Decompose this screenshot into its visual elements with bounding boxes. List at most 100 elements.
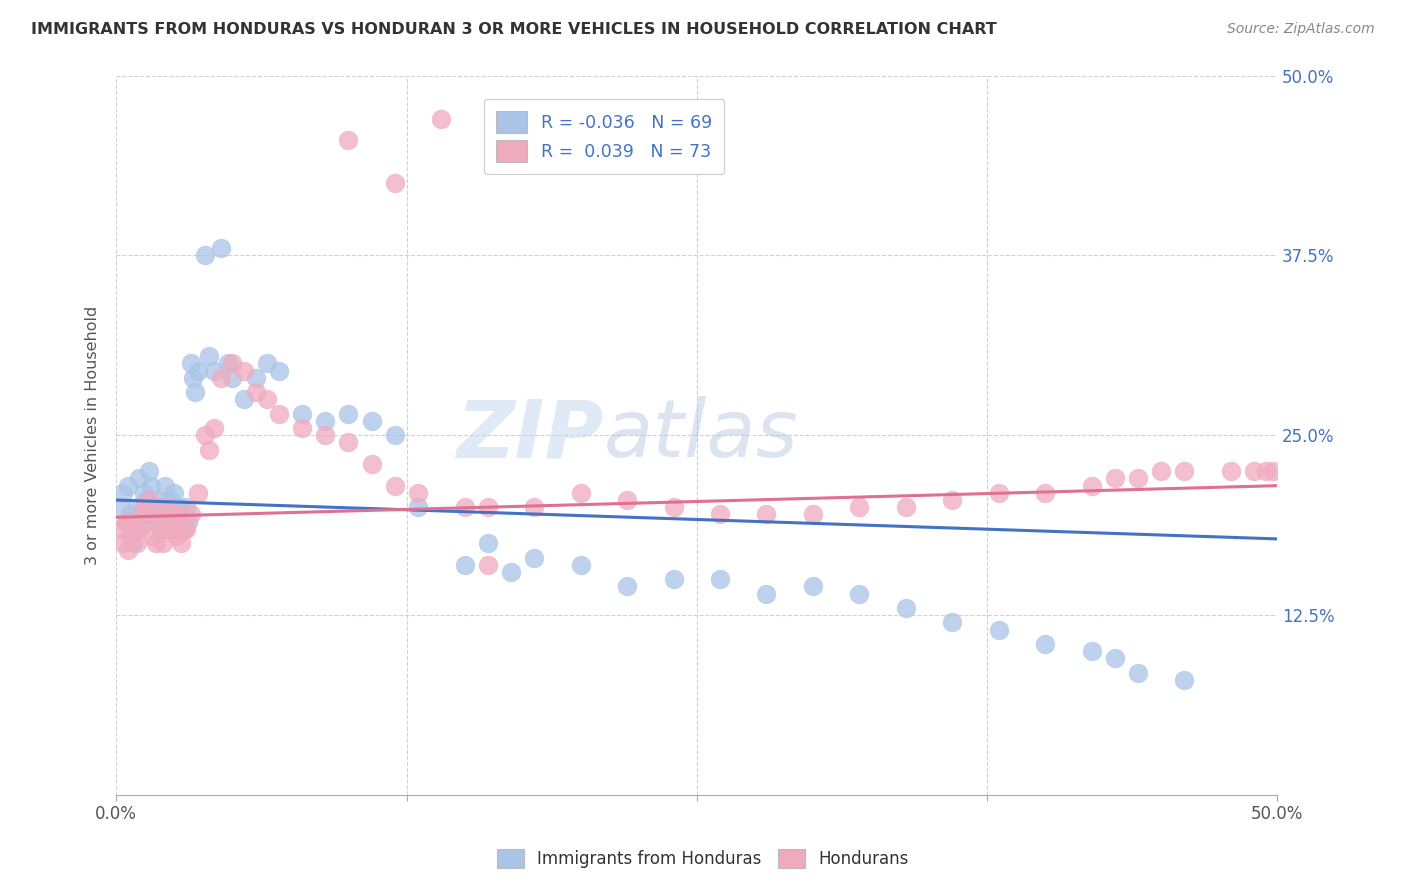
Point — [221, 370, 243, 384]
Point — [360, 457, 382, 471]
Point — [384, 428, 406, 442]
Point — [569, 558, 592, 572]
Point — [384, 177, 406, 191]
Legend: R = -0.036   N = 69, R =  0.039   N = 73: R = -0.036 N = 69, R = 0.039 N = 73 — [484, 99, 724, 175]
Point — [135, 493, 157, 508]
Point — [1173, 464, 1195, 478]
Point — [131, 508, 153, 522]
Point — [233, 363, 256, 377]
Point — [114, 515, 136, 529]
Point — [163, 486, 186, 500]
Point — [139, 508, 162, 522]
Point — [662, 572, 685, 586]
Point — [1150, 464, 1173, 478]
Text: Source: ZipAtlas.com: Source: ZipAtlas.com — [1227, 22, 1375, 37]
Point — [149, 508, 172, 522]
Point — [523, 550, 546, 565]
Point — [848, 586, 870, 600]
Point — [110, 522, 132, 536]
Point — [1173, 673, 1195, 687]
Point — [267, 363, 290, 377]
Point — [152, 536, 174, 550]
Point — [112, 536, 135, 550]
Point — [124, 522, 146, 536]
Point — [291, 421, 314, 435]
Point — [616, 493, 638, 508]
Point — [523, 500, 546, 515]
Point — [1261, 464, 1284, 478]
Point — [801, 508, 824, 522]
Point — [193, 248, 215, 262]
Point — [159, 515, 181, 529]
Point — [145, 536, 167, 550]
Point — [314, 428, 336, 442]
Point — [145, 515, 167, 529]
Point — [173, 522, 195, 536]
Point — [177, 515, 200, 529]
Point — [941, 493, 963, 508]
Point — [337, 407, 360, 421]
Point — [202, 421, 225, 435]
Point — [166, 508, 188, 522]
Point — [314, 414, 336, 428]
Point — [138, 464, 160, 478]
Point — [198, 442, 221, 457]
Point — [139, 478, 162, 492]
Point — [167, 508, 190, 522]
Point — [430, 112, 453, 126]
Point — [406, 486, 429, 500]
Point — [173, 522, 195, 536]
Point — [987, 623, 1010, 637]
Point — [135, 515, 157, 529]
Point — [616, 579, 638, 593]
Point — [121, 515, 143, 529]
Point — [1104, 651, 1126, 665]
Point — [1033, 637, 1056, 651]
Point — [114, 515, 136, 529]
Point — [267, 407, 290, 421]
Point — [337, 435, 360, 450]
Text: IMMIGRANTS FROM HONDURAS VS HONDURAN 3 OR MORE VEHICLES IN HOUSEHOLD CORRELATION: IMMIGRANTS FROM HONDURAS VS HONDURAN 3 O… — [31, 22, 997, 37]
Point — [138, 493, 160, 508]
Point — [1080, 644, 1102, 658]
Point — [170, 536, 193, 550]
Point — [477, 558, 499, 572]
Point — [256, 356, 278, 370]
Point — [180, 356, 202, 370]
Point — [166, 529, 188, 543]
Point — [127, 536, 149, 550]
Legend: Immigrants from Honduras, Hondurans: Immigrants from Honduras, Hondurans — [489, 840, 917, 877]
Point — [117, 478, 139, 492]
Point — [709, 508, 731, 522]
Point — [174, 522, 197, 536]
Point — [221, 356, 243, 370]
Point — [217, 356, 239, 370]
Point — [127, 500, 149, 515]
Point — [198, 349, 221, 363]
Point — [1126, 471, 1149, 485]
Point — [1080, 478, 1102, 492]
Point — [153, 478, 176, 492]
Point — [146, 508, 169, 522]
Point — [180, 508, 202, 522]
Point — [662, 500, 685, 515]
Text: atlas: atlas — [605, 396, 799, 475]
Point — [941, 615, 963, 630]
Point — [160, 500, 183, 515]
Point — [134, 500, 156, 515]
Point — [156, 522, 179, 536]
Point — [848, 500, 870, 515]
Point — [124, 522, 146, 536]
Point — [256, 392, 278, 407]
Point — [337, 133, 360, 147]
Point — [153, 500, 176, 515]
Text: ZIP: ZIP — [457, 396, 605, 475]
Point — [121, 536, 143, 550]
Point — [1033, 486, 1056, 500]
Point — [245, 385, 267, 400]
Point — [149, 522, 172, 536]
Point — [184, 385, 207, 400]
Point — [894, 601, 917, 615]
Point — [1243, 464, 1265, 478]
Point — [120, 508, 142, 522]
